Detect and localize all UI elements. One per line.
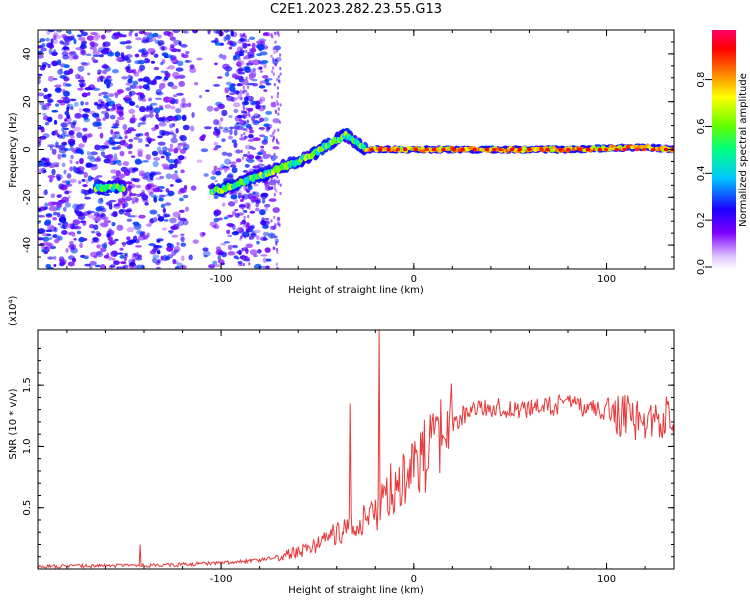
- colorbar-tick-label: 0.2: [696, 212, 707, 228]
- colorbar-tick-label: 0.6: [696, 119, 707, 135]
- spectrogram-y-tick-label: 0: [22, 146, 33, 152]
- snr-panel: -100 0 100 0.5 1.0 1.5 Height of straight li…: [8, 295, 675, 596]
- spectrogram-y-tick-label: 40: [22, 48, 33, 61]
- snr-x-tick-label: -100: [210, 574, 233, 585]
- spectrogram-y-tick-label: -20: [22, 189, 33, 205]
- colorbar-label: Normalized spectral amplitude: [738, 73, 749, 227]
- snr-y-tick-label: 1.5: [22, 377, 33, 393]
- colorbar-tick-label: 0.4: [696, 165, 707, 181]
- snr-x-tick-label: 100: [597, 574, 616, 585]
- snr-x-axis: -100 0 100: [66, 330, 646, 585]
- snr-y-tick-label: 1.0: [22, 438, 33, 454]
- colorbar-ticks: 0.0 0.2 0.4 0.6 0.8: [696, 72, 712, 275]
- colorbar-gradient: [712, 30, 736, 269]
- spectrogram-y-label: Frequency (Hz): [8, 112, 19, 188]
- spectrogram-x-tick-label: -100: [210, 274, 233, 285]
- snr-y-label: SNR (10 * v/v): [8, 388, 19, 459]
- spectrogram-y-tick-label: 20: [22, 95, 33, 108]
- spectrogram-x-tick-label: 100: [597, 274, 616, 285]
- colorbar: 0.0 0.2 0.4 0.6 0.8 Normalized spectral ampl…: [696, 30, 749, 275]
- spectrogram-x-tick-label: 0: [411, 274, 417, 285]
- colorbar-tick-label: 0.8: [696, 72, 707, 88]
- snr-x-tick-label: 0: [411, 574, 417, 585]
- spectrogram-x-label: Height of straight line (km): [288, 285, 424, 296]
- snr-y-tick-label: 0.5: [22, 500, 33, 516]
- spectrogram-y-tick-label: -40: [22, 237, 33, 253]
- snr-x-label: Height of straight line (km): [288, 585, 424, 596]
- figure-title: C2E1.2023.282.23.55.G13: [270, 2, 442, 17]
- snr-scale-label: (x10⁴): [8, 295, 19, 326]
- snr-frame: [37, 329, 675, 570]
- snr-y-axis: 0.5 1.0 1.5: [22, 347, 674, 558]
- spectrogram-panel: -100 0 100 -40 -20 0 20 40 Height of straight …: [8, 29, 675, 296]
- snr-series-line: [38, 330, 674, 569]
- colorbar-tick-label: 0.0: [696, 259, 707, 275]
- spectrogram-image: [38, 30, 674, 269]
- spectrogram-y-axis: -40 -20 0 20 40: [22, 29, 674, 270]
- spectrogram-x-axis: -100 0 100: [66, 30, 646, 285]
